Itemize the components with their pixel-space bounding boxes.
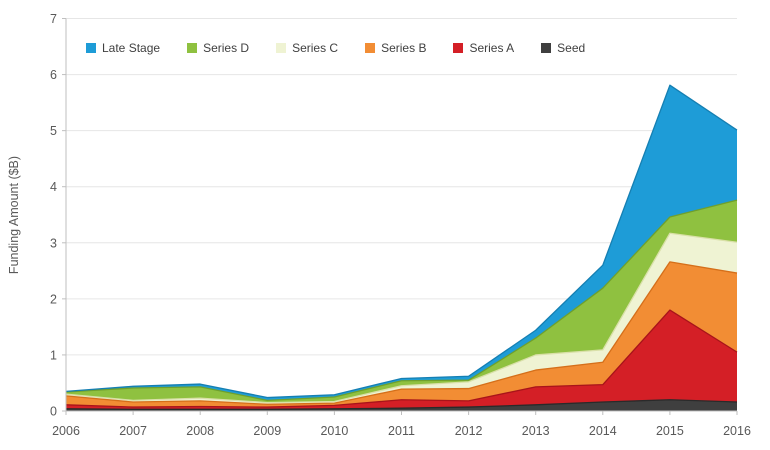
x-tick-label: 2015 <box>656 424 684 438</box>
x-tick-label: 2009 <box>253 424 281 438</box>
area-edge-late-stage <box>65 84 738 399</box>
area-edge-series-b <box>65 261 738 405</box>
area-edge-series-c <box>65 232 738 404</box>
legend-swatch-icon <box>365 43 376 53</box>
y-tick-label: 3 <box>50 236 57 250</box>
legend-label: Series D <box>203 41 250 55</box>
x-tick-label: 2007 <box>119 424 147 438</box>
area-edge-seed <box>65 399 738 410</box>
legend-label: Series C <box>292 41 339 55</box>
area-band-seed <box>66 399 737 411</box>
legend-swatch-icon <box>276 43 287 53</box>
legend-item-series-d: Series D <box>187 41 249 55</box>
legend-swatch-icon <box>86 43 96 53</box>
x-tick-label: 2016 <box>723 424 751 438</box>
y-tick-label: 0 <box>50 405 57 419</box>
area-band-series-c <box>66 233 737 405</box>
area-edge-series-a <box>65 309 738 408</box>
legend-label: Seed <box>557 41 586 55</box>
legend-swatch-icon <box>187 43 198 53</box>
legend-item-series-c: Series C <box>276 41 338 55</box>
legend-item-late-stage: Late Stage <box>86 41 160 55</box>
y-axis-title: Funding Amount ($B) <box>7 155 21 275</box>
area-band-late-stage <box>66 85 737 401</box>
x-tick-label: 2014 <box>589 424 617 438</box>
legend-swatch-icon <box>541 43 552 53</box>
legend-label: Series B <box>381 41 427 55</box>
area-edge-series-d <box>65 199 738 401</box>
x-tick-label: 2008 <box>186 424 214 438</box>
legend-item-seed: Seed <box>541 41 585 55</box>
x-tick-label: 2006 <box>52 424 80 438</box>
y-tick-label: 6 <box>50 68 57 82</box>
x-tick-label: 2011 <box>388 424 415 438</box>
x-tick-label: 2012 <box>455 424 483 438</box>
x-tick-label: 2013 <box>522 424 550 438</box>
legend-item-series-b: Series B <box>365 41 426 55</box>
area-band-series-b <box>66 261 737 408</box>
chart-legend: Late Stage Series D Series C Series B Series… <box>86 41 585 55</box>
legend-item-series-a: Series A <box>453 41 514 55</box>
legend-swatch-icon <box>453 43 464 53</box>
y-tick-label: 4 <box>50 180 57 194</box>
x-tick-label: 2010 <box>320 424 348 438</box>
legend-label: Series A <box>469 41 515 55</box>
legend-label: Late Stage <box>102 41 161 55</box>
y-tick-label: 5 <box>50 124 57 138</box>
y-tick-label: 2 <box>50 292 57 306</box>
y-tick-label: 7 <box>50 12 57 26</box>
y-tick-label: 1 <box>50 348 57 362</box>
